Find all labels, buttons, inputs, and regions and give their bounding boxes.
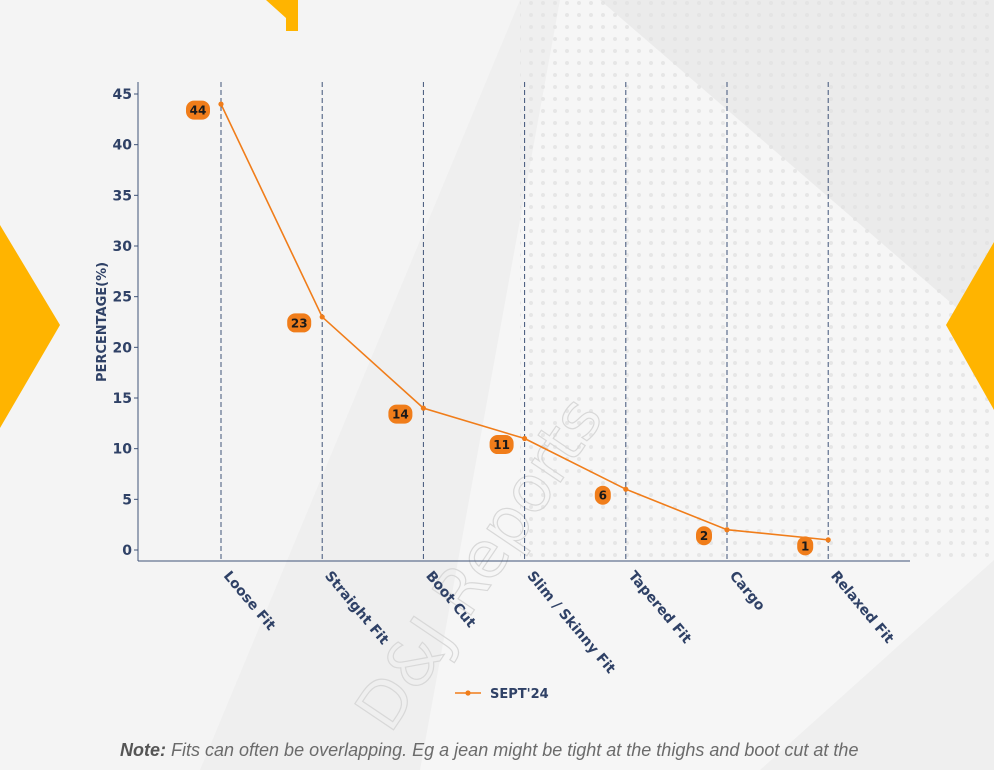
y-tick-label-30: 30 xyxy=(113,239,133,255)
data-label-6: 1 xyxy=(801,539,809,553)
legend-marker-0 xyxy=(465,690,471,696)
data-point-2 xyxy=(420,405,426,411)
legend-label-0: SEPT'24 xyxy=(490,687,549,702)
data-label-5: 2 xyxy=(700,529,708,543)
y-axis-title: PERCENTAGE(%) xyxy=(95,262,110,382)
y-tick-label-35: 35 xyxy=(113,188,132,204)
y-tick-label-25: 25 xyxy=(113,290,132,306)
data-point-5 xyxy=(724,527,730,533)
data-point-0 xyxy=(218,101,224,107)
x-tick-label-4: Tapered Fit xyxy=(625,568,695,647)
y-tick-label-45: 45 xyxy=(113,87,132,103)
y-tick-label-10: 10 xyxy=(113,442,133,458)
x-tick-label-1: Straight Fit xyxy=(321,568,392,648)
y-tick-label-5: 5 xyxy=(122,492,132,508)
data-label-3: 11 xyxy=(493,438,510,452)
data-point-1 xyxy=(319,314,325,320)
x-tick-label-6: Relaxed Fit xyxy=(827,568,897,647)
right-accent-shape xyxy=(946,242,994,410)
x-tick-label-3: Slim / Skinny Fit xyxy=(524,568,619,677)
data-label-bg-5 xyxy=(696,526,712,546)
left-accent-shape xyxy=(0,225,60,428)
data-point-3 xyxy=(522,435,528,442)
data-label-bg-3 xyxy=(489,435,514,455)
note-text: Note: Fits can often be overlapping. Eg … xyxy=(120,736,910,764)
y-tick-label-15: 15 xyxy=(113,391,132,407)
data-label-bg-1 xyxy=(287,313,312,333)
note-label: Note: xyxy=(120,740,166,760)
data-label-bg-0 xyxy=(186,100,210,120)
data-label-bg-2 xyxy=(388,404,413,424)
y-tick-label-0: 0 xyxy=(122,543,132,559)
y-tick-label-40: 40 xyxy=(113,138,133,154)
data-label-2: 14 xyxy=(392,408,409,422)
data-point-6 xyxy=(825,537,831,543)
x-tick-label-0: Loose Fit xyxy=(220,568,279,634)
data-label-1: 23 xyxy=(291,316,308,330)
watermark-text: D&J Reports xyxy=(342,384,618,744)
y-tick-label-20: 20 xyxy=(113,340,133,356)
note-body: Fits can often be overlapping. Eg a jean… xyxy=(166,740,859,760)
data-point-4 xyxy=(623,486,629,492)
data-label-4: 6 xyxy=(599,489,607,503)
data-label-bg-6 xyxy=(797,536,814,556)
data-label-0: 44 xyxy=(190,104,207,118)
data-label-bg-4 xyxy=(594,485,611,505)
x-tick-label-5: Cargo xyxy=(726,568,768,614)
